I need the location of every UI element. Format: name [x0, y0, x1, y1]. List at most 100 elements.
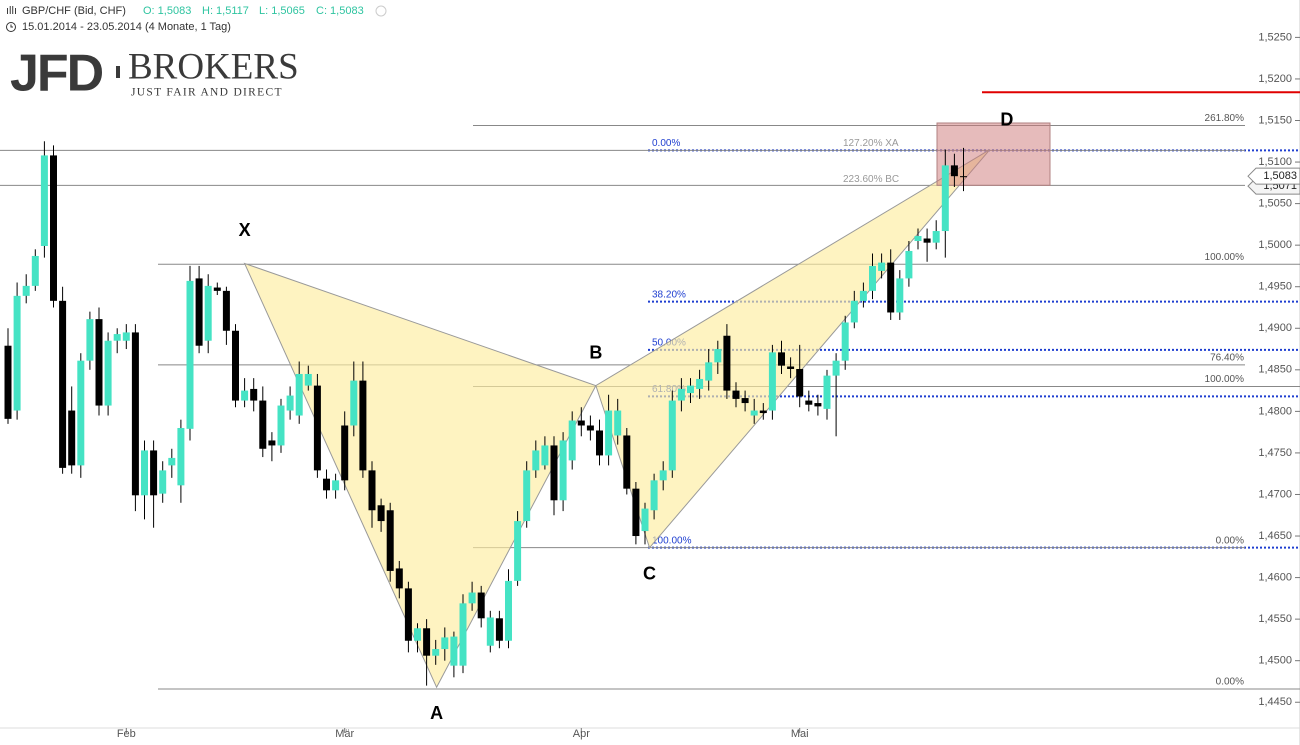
y-tick-label: 1,4800 [1258, 405, 1292, 417]
candle-body [4, 345, 12, 419]
candle-body [395, 568, 403, 589]
candle-body [869, 265, 876, 291]
candle-body [222, 290, 230, 331]
candle-body [22, 285, 30, 296]
symbol: GBP/CHF (Bid, CHF) [22, 5, 126, 17]
candle-body [104, 340, 112, 406]
candle-body [341, 425, 349, 481]
candle-body [696, 378, 704, 389]
candle-body [368, 470, 376, 511]
candle-body [632, 488, 640, 537]
candle-body [650, 480, 658, 511]
candle-body [568, 420, 576, 461]
candle-body [914, 236, 922, 242]
price-tag-label: 1,5083 [1263, 170, 1297, 182]
y-tick-label: 1,4950 [1258, 281, 1292, 293]
y-tick-label: 1,5250 [1258, 31, 1292, 43]
candle-body [659, 470, 667, 481]
y-tick-label: 1,4850 [1258, 364, 1292, 376]
candle-body [805, 400, 813, 405]
candle-body [50, 155, 57, 301]
logo-tagline: JUST FAIR AND DIRECT [131, 87, 283, 99]
candle-body [787, 366, 795, 369]
ohlc-low: L: 1,5065 [259, 5, 305, 17]
level-label: 100.00% [652, 535, 692, 546]
candle-body [232, 330, 239, 401]
candle-body [259, 400, 267, 449]
candle-body [505, 580, 512, 641]
candle-body [687, 385, 694, 394]
candle-body [532, 450, 540, 471]
candle-body [86, 319, 94, 361]
candle-body [641, 508, 649, 532]
level-label: 0.00% [1216, 677, 1244, 688]
level-label: 0.00% [652, 138, 680, 149]
candle-body [950, 165, 958, 177]
level-label: 261.80% [1205, 113, 1245, 124]
candle-body [796, 368, 804, 397]
candle-body [122, 332, 130, 341]
y-tick-label: 1,5050 [1258, 198, 1292, 210]
logo-name: BROKERS [128, 46, 299, 87]
level-label: 76.40% [1210, 352, 1244, 363]
candle-body [759, 410, 767, 414]
candle-body [295, 373, 303, 416]
candle-body [550, 445, 558, 501]
y-tick-label: 1,4550 [1258, 613, 1292, 625]
candle-body [814, 403, 822, 407]
level-label: 127.20% XA [843, 138, 899, 149]
candle-body [541, 445, 549, 466]
candle-body [68, 410, 76, 466]
candle-body [832, 360, 840, 376]
candle-body [313, 385, 321, 471]
y-tick-label: 1,4900 [1258, 322, 1292, 334]
candle-body [586, 425, 594, 431]
candle-body [168, 457, 176, 466]
settings-icon[interactable] [375, 5, 387, 17]
y-tick-label: 1,4650 [1258, 530, 1292, 542]
candle-body [423, 628, 431, 656]
pattern-label: X [239, 220, 251, 240]
x-tick-label: Apr [573, 728, 590, 740]
clock-hands [10, 24, 13, 28]
candle-body [887, 262, 895, 313]
candle-body [896, 278, 904, 313]
candle-body [614, 410, 622, 436]
candle-body [705, 362, 713, 381]
y-tick-label: 1,4700 [1258, 488, 1292, 500]
x-tick-label: Feb [117, 728, 136, 740]
x-tick-label: Mai [791, 728, 809, 740]
candle-body [495, 618, 503, 641]
candle-body [605, 410, 613, 456]
candle-body [268, 440, 276, 446]
candle-body [477, 592, 485, 619]
candle-body [841, 322, 849, 361]
candle-body [668, 400, 676, 471]
header: ıllı GBP/CHF (Bid, CHF) O: 1,5083 H: 1,5… [6, 5, 387, 33]
candle-body [723, 335, 731, 391]
y-tick-label: 1,4450 [1258, 696, 1292, 708]
candle-body [514, 521, 522, 581]
candle-body [13, 295, 21, 411]
candle-body [332, 480, 340, 491]
candle-body [905, 250, 913, 279]
candle-body [778, 352, 785, 366]
candle-body [859, 290, 867, 301]
candle-body [186, 280, 194, 429]
candle-body [350, 380, 358, 426]
y-tick-label: 1,5100 [1258, 156, 1292, 168]
chart-icon: ıllı [6, 5, 17, 17]
candle-body [623, 435, 631, 489]
candle-body [31, 255, 39, 286]
candle-body [714, 349, 722, 363]
candle-body [159, 470, 167, 494]
candle-body [768, 352, 776, 411]
candle-body [750, 410, 758, 416]
candle-body [559, 440, 567, 501]
candle-body [923, 238, 931, 243]
candle-body [213, 287, 221, 291]
pattern-triangle [595, 149, 991, 549]
y-tick-label: 1,5150 [1258, 114, 1292, 126]
candle-body [377, 505, 385, 522]
level-label: 223.60% BC [843, 174, 899, 185]
